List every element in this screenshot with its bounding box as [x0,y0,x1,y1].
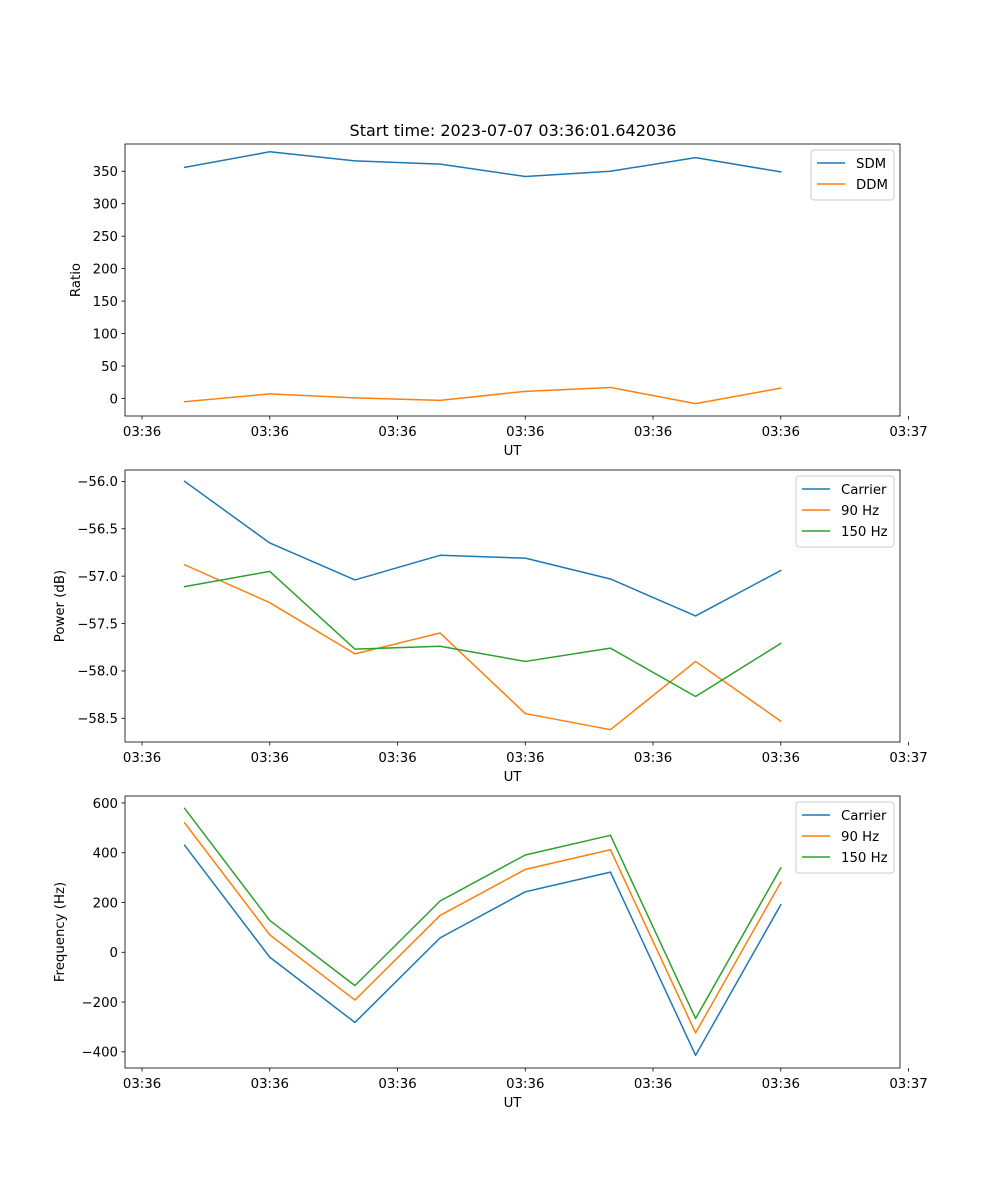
power-x-tick-label: 03:36 [634,751,672,766]
frequency-x-tick-label: 03:37 [889,1077,927,1092]
ratio-axes-frame [124,143,901,417]
frequency-y-tick-label: 0 [110,946,118,961]
ratio-legend-label: DDM [856,178,888,193]
power-y-tick-label: −57.0 [77,570,118,585]
ratio-x-tick-label: 03:37 [889,425,927,440]
frequency-x-tick-label: 03:36 [506,1077,544,1092]
power-legend-label: 150 Hz [841,525,888,540]
ratio-y-tick-label: 300 [93,198,118,213]
ratio-y-tick-label: 100 [93,327,118,342]
frequency-y-axis-label: Frequency (Hz) [53,882,68,982]
frequency-axes-frame [124,795,901,1069]
frequency-chart: 03:36 03:36 03:36 03:36 03:36 03:36 03:37 −400 −… [53,795,928,1111]
ratio-x-tick-label: 03:36 [506,425,544,440]
ratio-y-tick-label: 350 [93,165,118,180]
power-x-tick-label: 03:36 [506,751,544,766]
figure-title: Start time: 2023-07-07 03:36:01.642036 [350,121,677,140]
ratio-x-tick-label: 03:36 [378,425,416,440]
power-y-tick-label: −56.5 [77,523,118,538]
ratio-y-tick-label: 200 [93,262,118,277]
frequency-y-tick-label: 200 [93,896,118,911]
power-legend-label: Carrier [841,483,887,498]
ratio-series-line-ddm [183,386,782,405]
power-x-tick-label: 03:36 [251,751,289,766]
frequency-series-line-90-hz [183,821,782,1034]
power-x-tick-label: 03:36 [762,751,800,766]
ratio-series-line-sdm [183,151,782,178]
power-y-tick-label: −58.0 [77,665,118,680]
power-series-line-90-hz [183,563,782,731]
ratio-y-tick-label: 0 [110,392,118,407]
ratio-x-axis-label: UT [504,444,523,459]
frequency-series-line-carrier [183,844,782,1057]
power-axes-frame [124,469,901,743]
ratio-y-axis-label: Ratio [69,263,84,297]
frequency-x-tick-label: 03:36 [762,1077,800,1092]
frequency-y-tick-label: −400 [81,1046,118,1061]
power-y-tick-label: −57.5 [77,617,118,632]
frequency-plot-area [125,796,900,1068]
ratio-legend-label: SDM [856,157,886,172]
power-y-axis-label: Power (dB) [53,570,68,642]
frequency-y-tick-label: 600 [93,797,118,812]
power-chart: 03:36 03:36 03:36 03:36 03:36 03:36 03:37 −56.0… [53,469,928,785]
frequency-legend-label: 90 Hz [841,830,879,845]
frequency-legend-box [795,801,895,874]
ratio-x-tick-label: 03:36 [123,425,161,440]
power-y-tick-label: −56.0 [77,475,118,490]
ratio-chart: 03:36 03:36 03:36 03:36 03:36 03:36 03:37 0 50 10… [69,143,928,459]
power-plot-area [125,470,900,742]
frequency-x-tick-label: 03:36 [378,1077,416,1092]
ratio-plot-area [125,144,900,416]
power-legend-box [795,475,895,548]
power-series-line-150-hz [183,570,782,698]
ratio-legend: SDM DDM [810,149,895,201]
power-y-tick-label: −58.5 [77,712,118,727]
frequency-legend-label: 150 Hz [841,851,888,866]
frequency-y-tick-label: −200 [81,996,118,1011]
power-legend-label: 90 Hz [841,504,879,519]
frequency-legend-label: Carrier [841,809,887,824]
frequency-x-tick-label: 03:36 [634,1077,672,1092]
frequency-x-tick-label: 03:36 [251,1077,289,1092]
ratio-y-tick-label: 50 [101,360,118,375]
frequency-y-tick-label: 400 [93,847,118,862]
plots: 03:36 03:36 03:36 03:36 03:36 03:36 03:37 0 50 10… [53,143,928,1111]
ratio-x-tick-label: 03:36 [634,425,672,440]
frequency-x-axis-label: UT [504,1096,523,1111]
power-x-tick-label: 03:37 [889,751,927,766]
power-series-line-carrier [183,480,782,617]
ratio-y-tick-label: 150 [93,295,118,310]
power-x-tick-label: 03:36 [123,751,161,766]
frequency-legend: Carrier 90 Hz 150 Hz [795,801,895,874]
ratio-x-tick-label: 03:36 [762,425,800,440]
frequency-x-tick-label: 03:36 [123,1077,161,1092]
frequency-series-line-150-hz [183,807,782,1020]
power-x-axis-label: UT [504,770,523,785]
power-x-tick-label: 03:36 [378,751,416,766]
power-legend: Carrier 90 Hz 150 Hz [795,475,895,548]
ratio-x-tick-label: 03:36 [251,425,289,440]
ratio-y-tick-label: 250 [93,230,118,245]
